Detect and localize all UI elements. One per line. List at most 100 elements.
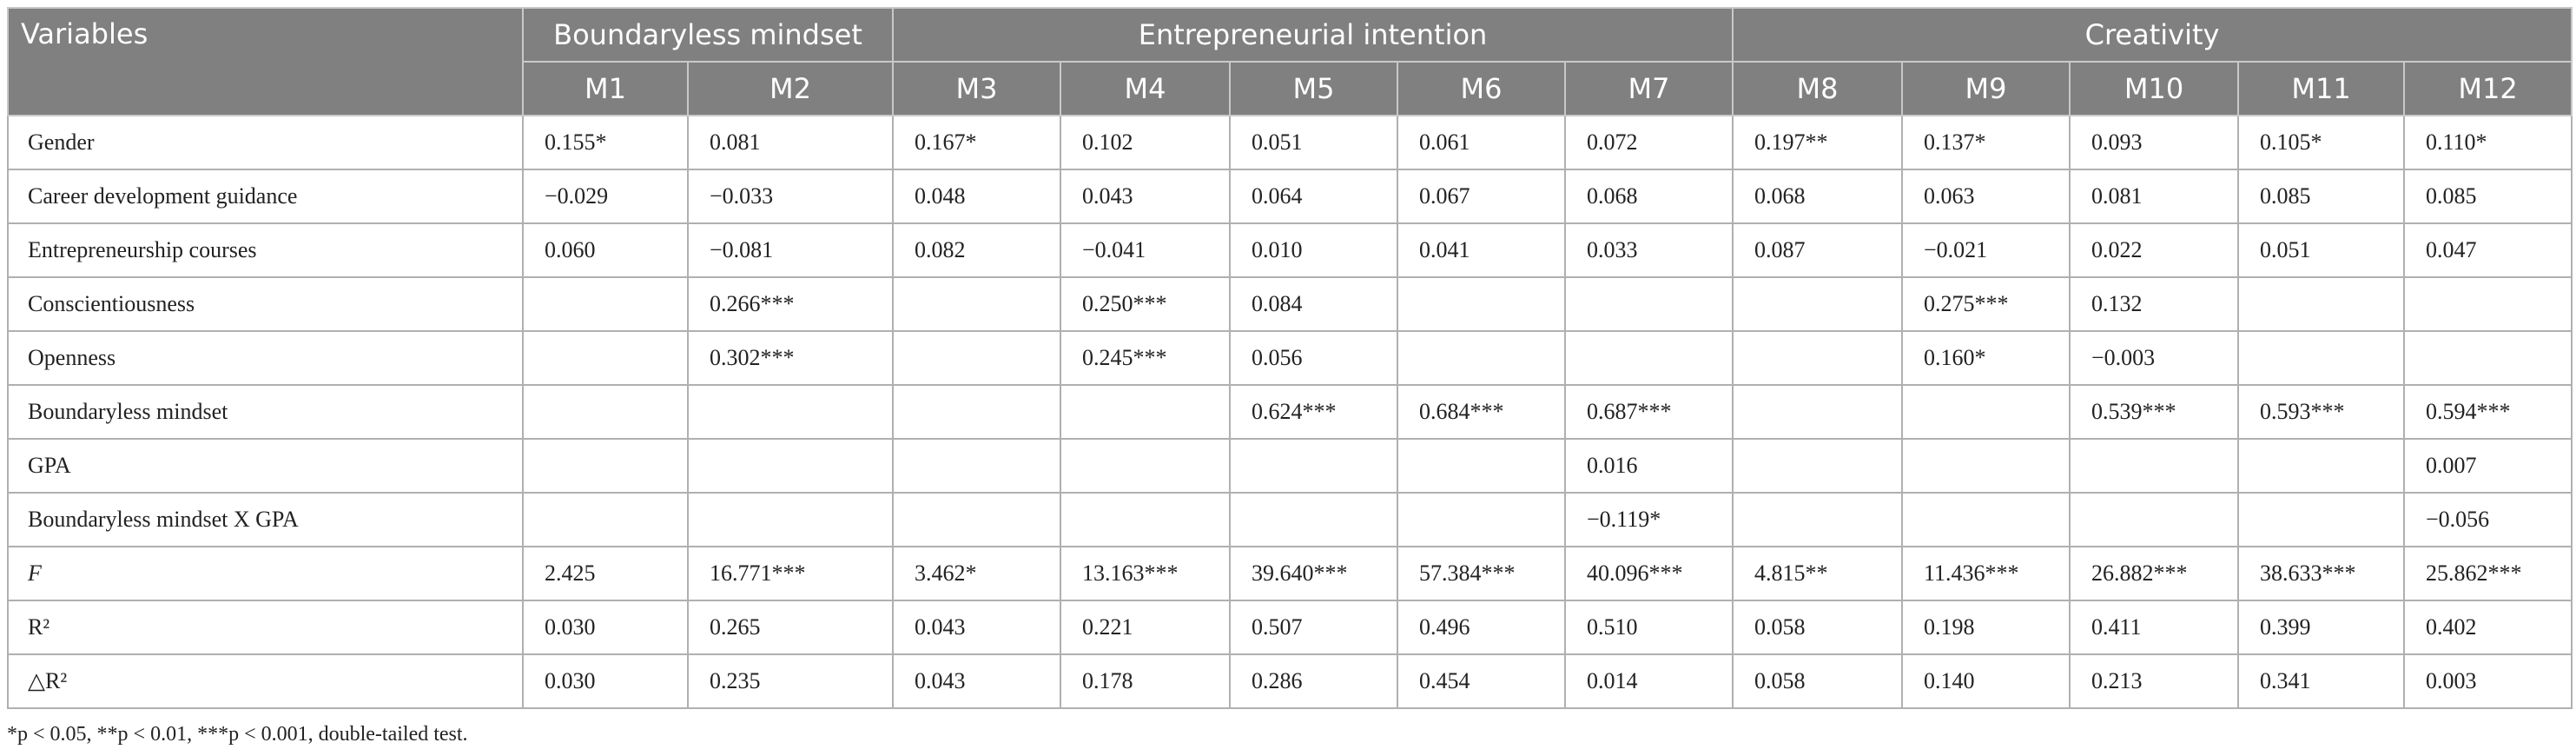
cell: 0.093 [2069,115,2240,170]
cell: 0.399 [2237,600,2406,655]
row-label: Entrepreneurship courses [7,222,524,278]
group-header: Variables [7,7,524,116]
cell: 4.815** [1732,546,1904,601]
cell: −0.119* [1564,492,1734,547]
empty-cell [2069,492,2240,547]
model-header: M7 [1564,61,1734,116]
cell: 0.155* [522,115,689,170]
footnote: *p < 0.05, **p < 0.01, ***p < 0.001, dou… [7,723,468,746]
cell: 2.425 [522,546,689,601]
empty-cell [892,492,1062,547]
cell: 0.286 [1229,653,1399,709]
model-header: M2 [686,61,895,116]
model-header: M1 [522,61,689,116]
cell: 0.105* [2237,115,2406,170]
empty-cell [522,384,689,440]
row-label: Boundaryless mindset [7,384,524,440]
cell: −0.003 [2069,330,2240,386]
empty-cell [1732,276,1904,332]
cell: −0.029 [522,169,689,224]
row-label: GPA [7,438,524,494]
cell: 0.266*** [686,276,895,332]
empty-cell [2237,492,2406,547]
cell: 0.250*** [1060,276,1232,332]
empty-cell [892,384,1062,440]
cell: 0.539*** [2069,384,2240,440]
empty-cell [522,330,689,386]
cell: 0.197** [1732,115,1904,170]
cell: 0.411 [2069,600,2240,655]
group-header: Boundaryless mindset [521,7,895,63]
model-header: M9 [1901,61,2071,116]
cell: 0.510 [1564,600,1734,655]
cell: 13.163*** [1060,546,1232,601]
regression-table: Variables Boundaryless mindset Entrepreneu… [7,7,2573,709]
cell: 0.402 [2403,600,2573,655]
cell: 0.056 [1229,330,1399,386]
cell: 0.047 [2403,222,2573,278]
cell: 3.462* [892,546,1062,601]
cell: 0.068 [1564,169,1734,224]
cell: 39.640*** [1229,546,1399,601]
empty-cell [1901,438,2071,494]
empty-cell [1229,438,1399,494]
cell: 38.633*** [2237,546,2406,601]
group-header: Creativity [1732,7,2573,63]
table-row: Gender 0.155* 0.081 0.167* 0.102 0.051 0.061 0.… [7,115,2573,170]
row-label: Career development guidance [7,169,524,224]
empty-cell [2237,438,2406,494]
table-row: R² 0.030 0.265 0.043 0.221 0.507 0.496 0.510 0.0… [7,600,2573,655]
cell: 0.064 [1229,169,1399,224]
header-row: Variables Boundaryless mindset Entrepreneu… [7,7,2573,116]
empty-cell [2237,276,2406,332]
cell: 0.068 [1732,169,1904,224]
cell: 0.067 [1397,169,1567,224]
cell: 0.051 [2237,222,2406,278]
cell: 26.882*** [2069,546,2240,601]
cell: 0.684*** [1397,384,1567,440]
cell: 0.087 [1732,222,1904,278]
cell: 0.507 [1229,600,1399,655]
cell: 0.063 [1901,169,2071,224]
cell: 0.030 [522,600,689,655]
cell: 0.275*** [1901,276,2071,332]
cell: 0.051 [1229,115,1399,170]
cell: 0.003 [2403,653,2573,709]
cell: 0.496 [1397,600,1567,655]
cell: 0.022 [2069,222,2240,278]
cell: 0.033 [1564,222,1734,278]
empty-cell [686,492,895,547]
model-header: M10 [2069,61,2240,116]
cell: 0.061 [1397,115,1567,170]
empty-cell [892,276,1062,332]
cell: 0.043 [1060,169,1232,224]
cell: 0.221 [1060,600,1232,655]
cell: 0.085 [2403,169,2573,224]
cell: 0.341 [2237,653,2406,709]
model-header: M3 [892,61,1062,116]
cell: 0.058 [1732,600,1904,655]
cell: 0.178 [1060,653,1232,709]
cell: 11.436*** [1901,546,2071,601]
empty-cell [1397,330,1567,386]
model-header: M11 [2237,61,2406,116]
empty-cell [1901,384,2071,440]
cell: 25.862*** [2403,546,2573,601]
model-header: M6 [1397,61,1567,116]
cell: −0.081 [686,222,895,278]
row-label: F [7,546,524,601]
empty-cell [1397,276,1567,332]
cell: 16.771*** [686,546,895,601]
cell: −0.056 [2403,492,2573,547]
empty-cell [1060,438,1232,494]
model-header: M4 [1060,61,1232,116]
cell: 0.302*** [686,330,895,386]
cell: 0.594*** [2403,384,2573,440]
empty-cell [1732,330,1904,386]
cell: 0.137* [1901,115,2071,170]
cell: 0.060 [522,222,689,278]
cell: 0.043 [892,600,1062,655]
cell: −0.033 [686,169,895,224]
empty-cell [1397,438,1567,494]
empty-cell [1564,330,1734,386]
